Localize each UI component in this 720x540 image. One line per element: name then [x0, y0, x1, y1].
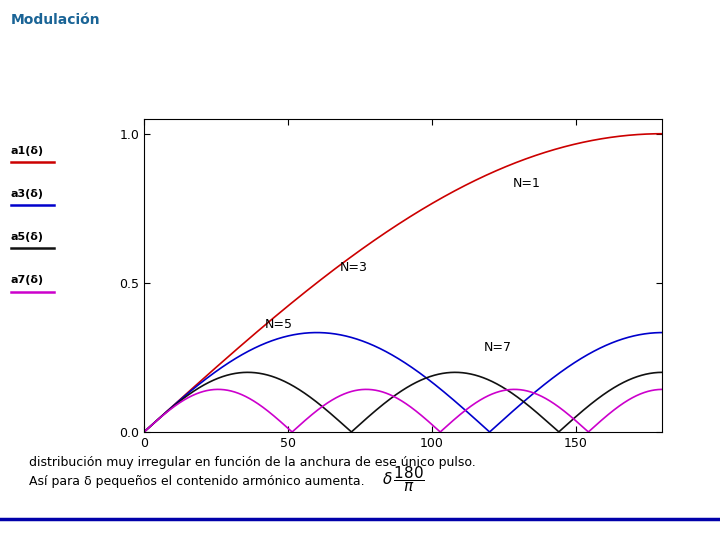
Text: Modulación: Modulación: [11, 14, 100, 28]
X-axis label: $\delta\,\dfrac{180}{\pi}$: $\delta\,\dfrac{180}{\pi}$: [382, 464, 425, 494]
Text: a7(δ): a7(δ): [11, 275, 44, 285]
Text: N=7: N=7: [484, 341, 512, 354]
Text: a1(δ): a1(δ): [11, 145, 44, 156]
Text: ① MODULACION EN ANCHURA DE UN PULSO POR SEMIPERIODO: ① MODULACION EN ANCHURA DE UN PULSO POR …: [17, 33, 608, 52]
Text: N=1: N=1: [513, 178, 541, 191]
Text: a3(δ): a3(δ): [11, 188, 44, 199]
Text: distribución muy irregular en función de la anchura de ese único pulso.: distribución muy irregular en función de…: [29, 456, 475, 469]
Text: a5(δ): a5(δ): [11, 232, 44, 242]
Text: N=5: N=5: [265, 318, 293, 330]
Text: N=3: N=3: [340, 261, 368, 274]
Text: Así para δ pequeños el contenido armónico aumenta.: Así para δ pequeños el contenido armónic…: [29, 475, 364, 488]
